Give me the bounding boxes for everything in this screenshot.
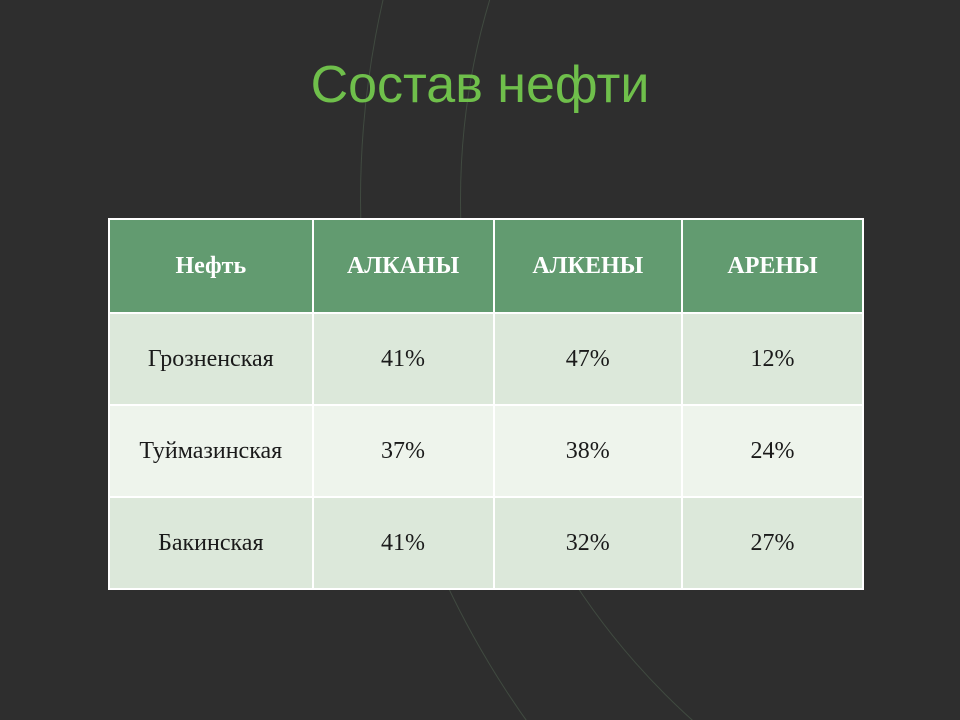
slide-title: Состав нефти xyxy=(0,55,960,115)
table-header: АЛКЕНЫ xyxy=(494,219,683,313)
table-cell: 38% xyxy=(494,405,683,497)
table-cell: 37% xyxy=(313,405,494,497)
table-header: АЛКАНЫ xyxy=(313,219,494,313)
table-cell: 12% xyxy=(682,313,863,405)
table-cell: 41% xyxy=(313,497,494,589)
table-cell: Бакинская xyxy=(109,497,313,589)
table-header: Нефть xyxy=(109,219,313,313)
table-header: АРЕНЫ xyxy=(682,219,863,313)
table-cell: Грозненская xyxy=(109,313,313,405)
slide: Состав нефти Нефть АЛКАНЫ АЛКЕНЫ АРЕНЫ Г… xyxy=(0,0,960,720)
table-cell: 27% xyxy=(682,497,863,589)
table-cell: Туймазинская xyxy=(109,405,313,497)
table-cell: 32% xyxy=(494,497,683,589)
table-header-row: Нефть АЛКАНЫ АЛКЕНЫ АРЕНЫ xyxy=(109,219,863,313)
table-row: Грозненская 41% 47% 12% xyxy=(109,313,863,405)
table-cell: 47% xyxy=(494,313,683,405)
table-cell: 41% xyxy=(313,313,494,405)
table-cell: 24% xyxy=(682,405,863,497)
table-row: Туймазинская 37% 38% 24% xyxy=(109,405,863,497)
table-row: Бакинская 41% 32% 27% xyxy=(109,497,863,589)
composition-table: Нефть АЛКАНЫ АЛКЕНЫ АРЕНЫ Грозненская 41… xyxy=(108,218,864,590)
